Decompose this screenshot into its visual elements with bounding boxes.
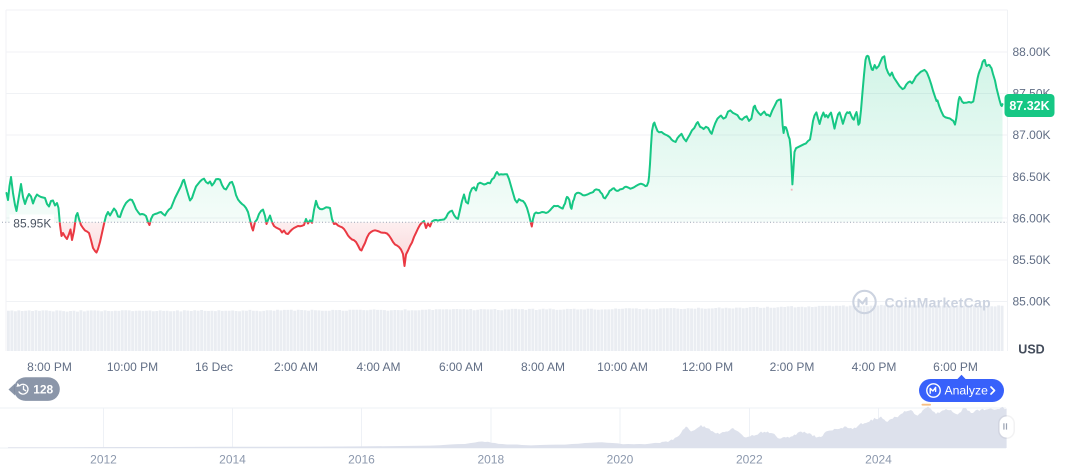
svg-text:4:00 PM: 4:00 PM <box>852 360 897 374</box>
svg-text:88.00K: 88.00K <box>1012 45 1050 59</box>
svg-text:10:00 AM: 10:00 AM <box>597 360 648 374</box>
svg-text:2016: 2016 <box>348 453 375 467</box>
svg-text:2024: 2024 <box>865 453 892 467</box>
svg-text:10:00 PM: 10:00 PM <box>107 360 158 374</box>
svg-text:2:00 PM: 2:00 PM <box>770 360 815 374</box>
svg-text:86.00K: 86.00K <box>1012 211 1050 225</box>
svg-text:2014: 2014 <box>219 453 246 467</box>
svg-text:86.50K: 86.50K <box>1012 170 1050 184</box>
svg-text:2020: 2020 <box>607 453 634 467</box>
svg-text:6:00 PM: 6:00 PM <box>933 360 978 374</box>
svg-text:85.50K: 85.50K <box>1012 253 1050 267</box>
svg-text:87.00K: 87.00K <box>1012 128 1050 142</box>
svg-text:12:00 PM: 12:00 PM <box>682 360 733 374</box>
svg-text:CoinMarketCap: CoinMarketCap <box>885 294 991 310</box>
svg-text:2012: 2012 <box>90 453 117 467</box>
svg-text:USD: USD <box>1018 342 1044 356</box>
svg-text:2018: 2018 <box>477 453 504 467</box>
svg-text:85.00K: 85.00K <box>1012 295 1050 309</box>
svg-text:2:00 AM: 2:00 AM <box>274 360 318 374</box>
svg-text:87.32K: 87.32K <box>1009 99 1049 113</box>
svg-text:6:00 AM: 6:00 AM <box>439 360 483 374</box>
svg-text:128: 128 <box>33 382 53 396</box>
svg-text:2022: 2022 <box>736 453 763 467</box>
svg-text:16 Dec: 16 Dec <box>195 360 233 374</box>
svg-text:4:00 AM: 4:00 AM <box>356 360 400 374</box>
svg-text:Analyze: Analyze <box>945 384 989 398</box>
svg-text:8:00 AM: 8:00 AM <box>521 360 565 374</box>
svg-text:85.95K: 85.95K <box>13 216 51 230</box>
svg-text:8:00 PM: 8:00 PM <box>27 360 72 374</box>
